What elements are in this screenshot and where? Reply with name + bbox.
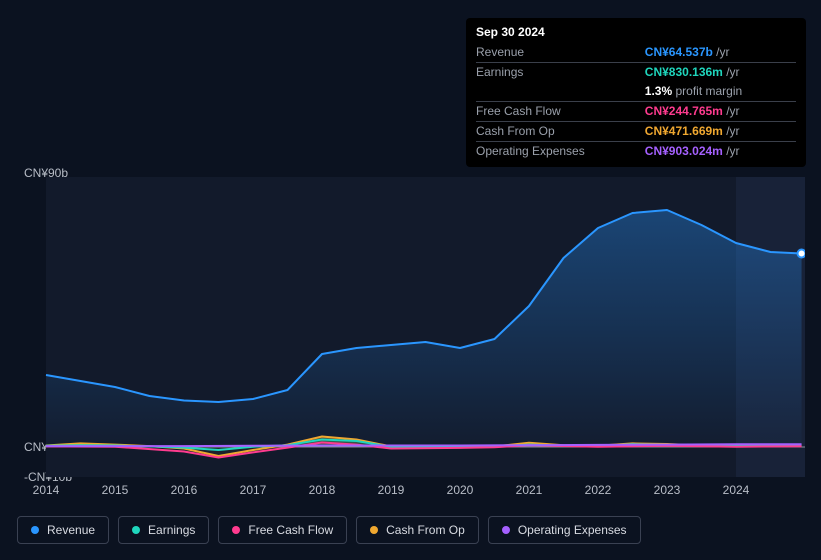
x-tick-label: 2019 (378, 483, 405, 497)
tooltip-row-label: Operating Expenses (476, 142, 645, 162)
tooltip-row-label (476, 82, 645, 102)
end-marker (798, 250, 805, 258)
chart (17, 177, 805, 477)
legend-label: Free Cash Flow (248, 523, 333, 537)
tooltip-row-value: CN¥244.765m /yr (645, 102, 796, 122)
legend-dot-icon (502, 526, 510, 534)
x-tick-label: 2023 (654, 483, 681, 497)
x-tick-label: 2017 (240, 483, 267, 497)
legend-cash_from_op[interactable]: Cash From Op (356, 516, 479, 544)
legend-free_cash_flow[interactable]: Free Cash Flow (218, 516, 347, 544)
x-tick-label: 2018 (309, 483, 336, 497)
x-tick-label: 2016 (171, 483, 198, 497)
chart-svg (17, 177, 805, 477)
x-tick-label: 2015 (102, 483, 129, 497)
x-tick-label: 2014 (33, 483, 60, 497)
tooltip-row-value: 1.3% profit margin (645, 82, 796, 102)
tooltip-row-value: CN¥830.136m /yr (645, 63, 796, 83)
legend-label: Revenue (47, 523, 95, 537)
x-tick-label: 2021 (516, 483, 543, 497)
tooltip-row-value: CN¥64.537b /yr (645, 43, 796, 63)
tooltip-date: Sep 30 2024 (476, 24, 796, 43)
legend-revenue[interactable]: Revenue (17, 516, 109, 544)
legend-dot-icon (31, 526, 39, 534)
tooltip-row-label: Revenue (476, 43, 645, 63)
legend-operating_expenses[interactable]: Operating Expenses (488, 516, 641, 544)
legend-dot-icon (370, 526, 378, 534)
tooltip-row-label: Earnings (476, 63, 645, 83)
x-tick-label: 2022 (585, 483, 612, 497)
legend-label: Operating Expenses (518, 523, 627, 537)
tooltip-panel: Sep 30 2024 RevenueCN¥64.537b /yrEarning… (466, 18, 806, 167)
legend: Revenue Earnings Free Cash Flow Cash From O… (17, 516, 641, 544)
legend-dot-icon (232, 526, 240, 534)
legend-label: Cash From Op (386, 523, 465, 537)
x-axis-labels: 2014 2015 2016 2017 2018 2019 2020 2021 2022 2023… (17, 483, 805, 499)
tooltip-row-value: CN¥903.024m /yr (645, 142, 796, 162)
x-tick-label: 2024 (723, 483, 750, 497)
legend-dot-icon (132, 526, 140, 534)
x-tick-label: 2020 (447, 483, 474, 497)
legend-earnings[interactable]: Earnings (118, 516, 209, 544)
legend-label: Earnings (148, 523, 195, 537)
tooltip-row-value: CN¥471.669m /yr (645, 122, 796, 142)
tooltip-row-label: Cash From Op (476, 122, 645, 142)
tooltip-row-label: Free Cash Flow (476, 102, 645, 122)
tooltip-table: RevenueCN¥64.537b /yrEarningsCN¥830.136m… (476, 43, 796, 161)
